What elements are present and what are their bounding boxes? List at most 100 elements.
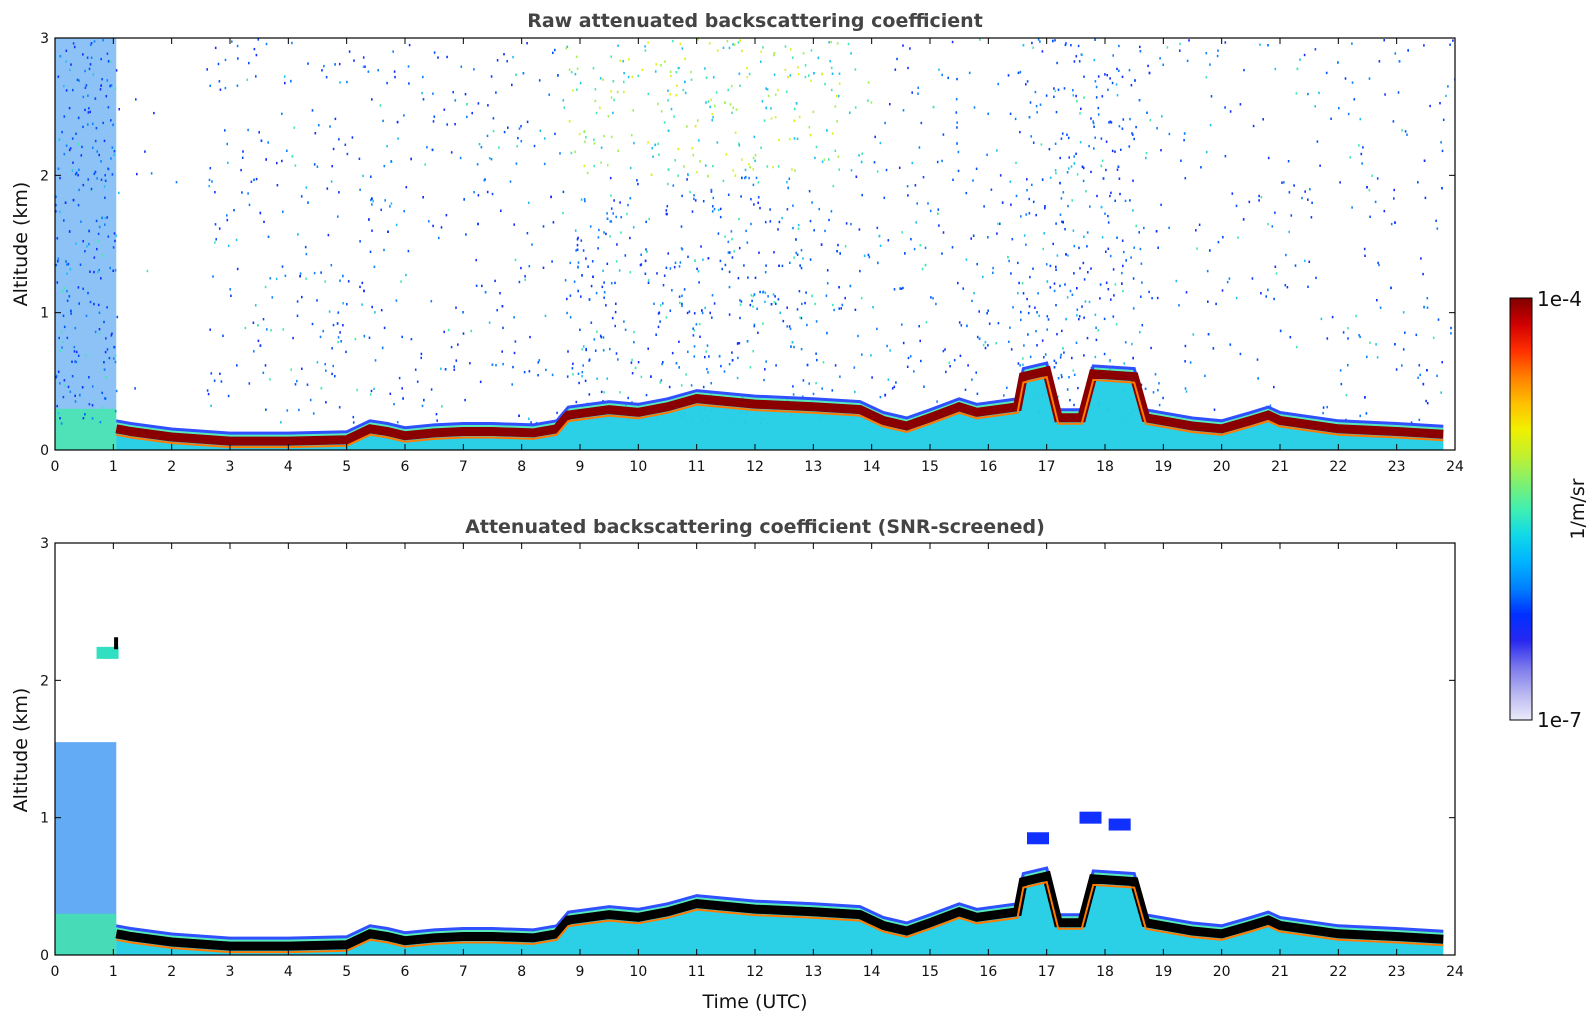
noise-pixel bbox=[324, 280, 326, 283]
noise-pixel bbox=[1419, 373, 1421, 377]
noise-pixel bbox=[836, 250, 838, 253]
noise-pixel bbox=[932, 297, 934, 300]
noise-pixel bbox=[248, 382, 251, 385]
colorbar-bar bbox=[1509, 297, 1533, 721]
noise-pixel bbox=[320, 271, 322, 274]
noise-pixel bbox=[1417, 376, 1419, 379]
noise-pixel bbox=[662, 284, 665, 287]
noise-pixel bbox=[828, 158, 830, 161]
noise-pixel bbox=[838, 82, 841, 85]
noise-pixel bbox=[70, 309, 72, 313]
noise-pixel bbox=[432, 224, 434, 228]
noise-pixel bbox=[601, 285, 604, 289]
noise-pixel bbox=[65, 89, 68, 92]
noise-pixel bbox=[745, 175, 747, 179]
noise-pixel bbox=[542, 225, 545, 228]
noise-pixel bbox=[573, 280, 576, 283]
noise-pixel bbox=[250, 180, 253, 183]
noise-pixel bbox=[326, 187, 329, 190]
noise-pixel bbox=[1258, 194, 1260, 198]
noise-pixel bbox=[103, 139, 106, 143]
noise-pixel bbox=[1112, 315, 1115, 318]
x-tick-label: 10 bbox=[629, 459, 647, 475]
noise-pixel bbox=[728, 270, 731, 274]
noise-pixel bbox=[680, 384, 683, 387]
noise-pixel bbox=[1121, 239, 1124, 242]
noise-pixel bbox=[572, 373, 574, 376]
noise-pixel bbox=[757, 196, 760, 199]
noise-pixel bbox=[372, 199, 374, 203]
noise-pixel bbox=[854, 308, 857, 311]
noise-pixel bbox=[509, 180, 512, 183]
noise-pixel bbox=[1314, 48, 1317, 51]
noise-pixel bbox=[707, 371, 709, 374]
noise-pixel bbox=[1294, 264, 1297, 267]
noise-pixel bbox=[1204, 374, 1206, 378]
noise-pixel bbox=[782, 319, 785, 323]
noise-pixel bbox=[619, 59, 622, 62]
noise-pixel bbox=[995, 342, 997, 345]
noise-pixel bbox=[552, 51, 554, 54]
noise-pixel bbox=[1420, 257, 1422, 260]
noise-pixel bbox=[98, 311, 101, 314]
x-tick-label: 19 bbox=[1154, 964, 1172, 980]
noise-pixel bbox=[838, 307, 840, 310]
noise-pixel bbox=[253, 178, 255, 181]
noise-pixel bbox=[1104, 212, 1106, 215]
noise-pixel bbox=[867, 81, 870, 84]
noise-pixel bbox=[1351, 42, 1353, 45]
noise-pixel bbox=[588, 393, 591, 396]
early-surface-block bbox=[55, 408, 117, 450]
noise-pixel bbox=[1108, 360, 1111, 363]
noise-pixel bbox=[634, 366, 637, 370]
noise-pixel bbox=[796, 308, 799, 311]
noise-pixel bbox=[1345, 393, 1348, 397]
noise-pixel bbox=[1275, 272, 1278, 275]
noise-pixel bbox=[227, 244, 230, 248]
noise-pixel bbox=[1198, 223, 1201, 226]
noise-pixel bbox=[384, 199, 386, 202]
noise-pixel bbox=[1082, 179, 1085, 183]
noise-pixel bbox=[876, 170, 879, 173]
noise-pixel bbox=[1155, 230, 1158, 233]
noise-pixel bbox=[823, 158, 826, 161]
noise-pixel bbox=[568, 68, 571, 71]
noise-pixel bbox=[1008, 340, 1010, 343]
noise-pixel bbox=[1132, 133, 1134, 136]
noise-pixel bbox=[606, 262, 609, 265]
noise-pixel bbox=[650, 173, 653, 176]
y-tick-label: 0 bbox=[40, 948, 49, 964]
noise-pixel bbox=[719, 259, 722, 263]
noise-pixel bbox=[309, 398, 312, 402]
noise-pixel bbox=[398, 376, 401, 380]
noise-pixel bbox=[91, 146, 94, 149]
noise-pixel bbox=[765, 264, 767, 267]
noise-pixel bbox=[104, 350, 107, 354]
noise-pixel bbox=[531, 243, 533, 246]
noise-pixel bbox=[1121, 271, 1123, 275]
noise-pixel bbox=[837, 155, 840, 158]
noise-pixel bbox=[1040, 143, 1043, 146]
noise-pixel bbox=[1112, 54, 1114, 57]
noise-pixel bbox=[113, 232, 116, 235]
noise-pixel bbox=[984, 346, 987, 350]
noise-pixel bbox=[727, 251, 730, 254]
noise-pixel bbox=[1314, 105, 1316, 108]
noise-pixel bbox=[562, 190, 565, 194]
noise-pixel bbox=[997, 82, 999, 86]
noise-pixel bbox=[62, 395, 65, 399]
noise-pixel bbox=[721, 267, 723, 271]
noise-pixel bbox=[681, 304, 683, 308]
noise-pixel bbox=[1426, 369, 1428, 372]
noise-pixel bbox=[1017, 261, 1019, 265]
noise-pixel bbox=[1067, 254, 1069, 257]
noise-pixel bbox=[96, 177, 98, 180]
noise-pixel bbox=[153, 111, 155, 115]
noise-pixel bbox=[115, 389, 118, 393]
noise-pixel bbox=[839, 252, 841, 255]
noise-pixel bbox=[1106, 74, 1108, 77]
noise-pixel bbox=[942, 133, 945, 136]
noise-pixel bbox=[613, 199, 615, 202]
noise-pixel bbox=[832, 184, 835, 188]
noise-pixel bbox=[100, 57, 102, 61]
